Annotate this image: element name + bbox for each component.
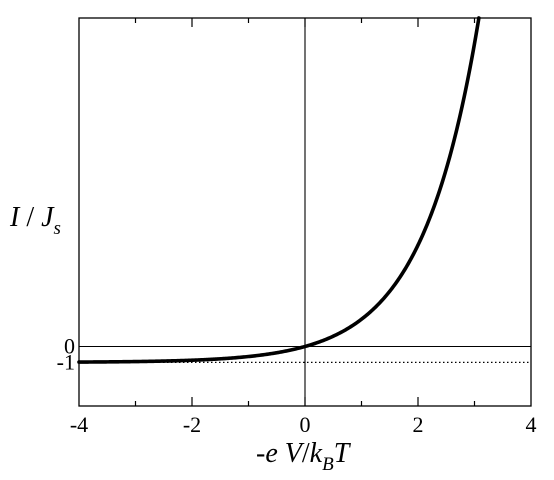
tick-marks: [134, 18, 476, 406]
x-tick-label: -4: [70, 412, 88, 437]
y-tick-label: 0: [64, 333, 75, 358]
x-tick-label: 2: [413, 412, 424, 437]
x-tick-label: 0: [300, 412, 311, 437]
x-tick-label: -2: [183, 412, 201, 437]
tick-labels: -4 -2 0 2 40-1: [57, 333, 537, 437]
x-axis-title: -e V/kBT: [256, 438, 352, 475]
series-line: [77, 16, 481, 364]
x-tick-label: 4: [526, 412, 537, 437]
y-axis-title: I / Js: [9, 202, 61, 239]
y-tick-label: -1: [57, 349, 75, 374]
